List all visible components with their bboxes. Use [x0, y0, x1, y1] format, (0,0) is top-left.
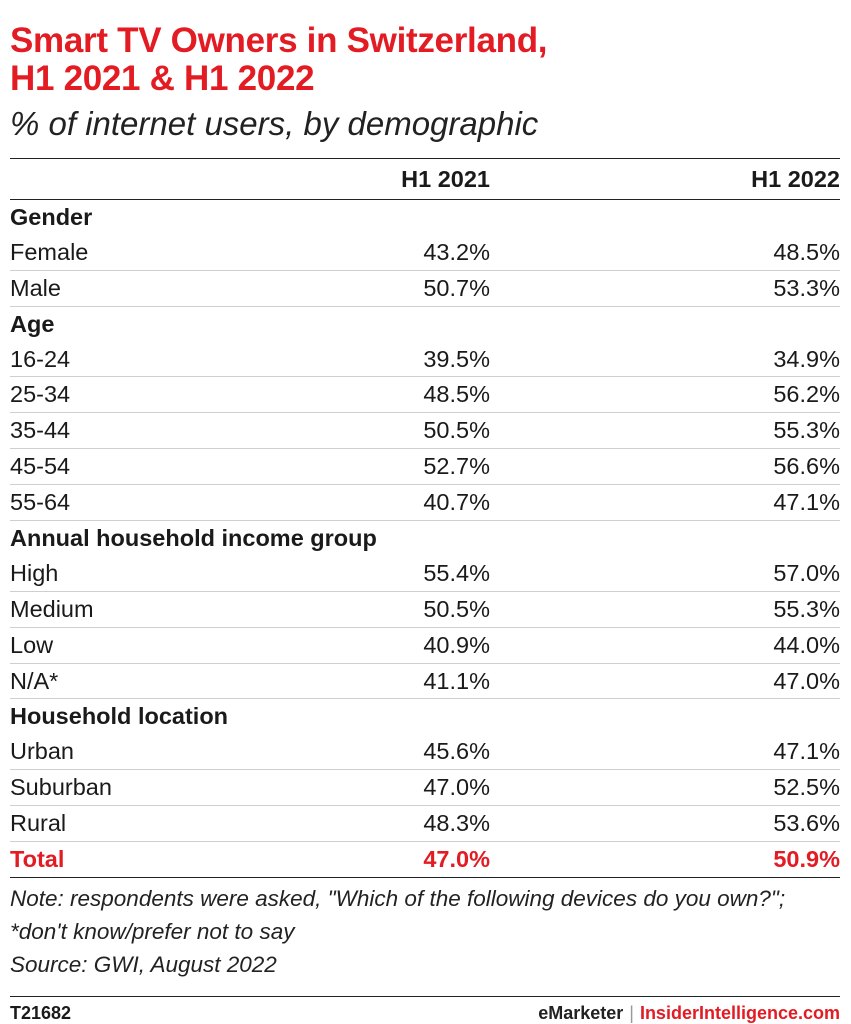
value-h1-2021: 41.1%	[310, 663, 490, 700]
table-row: 25-34 48.5% 56.2%	[10, 376, 840, 414]
brand-attribution: eMarketer | InsiderIntelligence.com	[538, 1003, 840, 1024]
value-h1-2021: 50.7%	[310, 270, 490, 307]
value-h1-2021: 39.5%	[310, 341, 490, 378]
source-text: Source: GWI, August 2022	[10, 951, 277, 977]
value-h1-2022: 56.2%	[490, 376, 840, 414]
row-label: Low	[10, 627, 310, 664]
value-h1-2021: 52.7%	[310, 448, 490, 486]
value-h1-2021: 50.5%	[310, 591, 490, 628]
total-h1-2021: 47.0%	[310, 841, 490, 878]
footer: T21682 eMarketer | InsiderIntelligence.com	[10, 996, 840, 1024]
footnote: Note: respondents were asked, "Which of …	[10, 882, 840, 981]
row-label: Female	[10, 234, 310, 271]
value-h1-2021: 48.5%	[310, 376, 490, 414]
value-h1-2022: 47.1%	[490, 734, 840, 771]
value-h1-2021: 55.4%	[310, 555, 490, 592]
column-header-label	[10, 158, 310, 200]
table-row: Medium 50.5% 55.3%	[10, 591, 840, 628]
data-table: H1 2021 H1 2022 Gender Female 43.2% 48.5% Ma…	[10, 158, 840, 878]
table-row: Rural 48.3% 53.6%	[10, 805, 840, 843]
title-line-1: Smart TV Owners in Switzerland,	[10, 21, 548, 60]
table-total-row: Total 47.0% 50.9%	[10, 841, 840, 878]
row-label: Medium	[10, 591, 310, 628]
value-h1-2022: 55.3%	[490, 412, 840, 450]
table-row: Low 40.9% 44.0%	[10, 627, 840, 664]
table-row: N/A* 41.1% 47.0%	[10, 663, 840, 700]
row-label: 16-24	[10, 341, 310, 378]
title-line-2: H1 2021 & H1 2022	[10, 59, 315, 98]
table-body: Gender Female 43.2% 48.5% Male 50.7% 53.3% Age 1…	[10, 200, 840, 878]
row-label: Male	[10, 270, 310, 307]
table-header-row: H1 2021 H1 2022	[10, 158, 840, 200]
value-h1-2022: 56.6%	[490, 448, 840, 486]
row-label: N/A*	[10, 663, 310, 700]
table-group-row: Annual household income group	[10, 521, 840, 556]
value-h1-2022: 55.3%	[490, 591, 840, 628]
value-h1-2021: 40.9%	[310, 627, 490, 664]
table-row: 16-24 39.5% 34.9%	[10, 341, 840, 378]
table-row: 35-44 50.5% 55.3%	[10, 412, 840, 450]
value-h1-2022: 47.1%	[490, 484, 840, 522]
total-h1-2022: 50.9%	[490, 841, 840, 878]
value-h1-2022: 44.0%	[490, 627, 840, 664]
row-label: 35-44	[10, 412, 310, 450]
table-row: 45-54 52.7% 56.6%	[10, 448, 840, 486]
row-label: 55-64	[10, 484, 310, 522]
value-h1-2022: 53.3%	[490, 270, 840, 307]
value-h1-2022: 52.5%	[490, 769, 840, 807]
chart-title: Smart TV Owners in Switzerland, H1 2021 …	[10, 22, 840, 98]
brand-separator: |	[629, 1003, 634, 1023]
value-h1-2022: 34.9%	[490, 341, 840, 378]
table-row: Urban 45.6% 47.1%	[10, 734, 840, 771]
total-label: Total	[10, 841, 310, 878]
table-row: Male 50.7% 53.3%	[10, 270, 840, 307]
row-label: Rural	[10, 805, 310, 843]
column-header-h1-2021: H1 2021	[310, 158, 490, 200]
table-row: High 55.4% 57.0%	[10, 555, 840, 592]
value-h1-2021: 47.0%	[310, 769, 490, 807]
value-h1-2022: 47.0%	[490, 663, 840, 700]
table-row: 55-64 40.7% 47.1%	[10, 484, 840, 522]
column-header-h1-2022: H1 2022	[490, 158, 840, 200]
value-h1-2022: 53.6%	[490, 805, 840, 843]
value-h1-2021: 48.3%	[310, 805, 490, 843]
row-label: 45-54	[10, 448, 310, 486]
group-label: Annual household income group	[10, 524, 377, 551]
chart-code: T21682	[10, 1003, 72, 1023]
row-label: Urban	[10, 734, 310, 771]
group-label: Household location	[10, 703, 229, 730]
note-text: Note: respondents were asked, "Which of …	[10, 885, 786, 944]
row-label: 25-34	[10, 376, 310, 414]
row-label: High	[10, 555, 310, 592]
value-h1-2021: 50.5%	[310, 412, 490, 450]
group-label: Gender	[10, 203, 93, 230]
table-group-row: Household location	[10, 699, 840, 734]
chart-subtitle: % of internet users, by demographic	[10, 105, 539, 142]
group-label: Age	[10, 310, 55, 337]
value-h1-2021: 40.7%	[310, 484, 490, 522]
brand-insider-intelligence: InsiderIntelligence.com	[639, 1003, 840, 1023]
value-h1-2021: 43.2%	[310, 234, 490, 271]
value-h1-2022: 48.5%	[490, 234, 840, 271]
table-group-row: Gender	[10, 200, 840, 235]
chart-container: Smart TV Owners in Switzerland, H1 2021 …	[10, 22, 840, 981]
table-row: Suburban 47.0% 52.5%	[10, 769, 840, 807]
brand-emarketer: eMarketer	[538, 1003, 624, 1023]
table-row: Female 43.2% 48.5%	[10, 234, 840, 271]
value-h1-2021: 45.6%	[310, 734, 490, 771]
row-label: Suburban	[10, 769, 310, 807]
value-h1-2022: 57.0%	[490, 555, 840, 592]
table-group-row: Age	[10, 306, 840, 341]
